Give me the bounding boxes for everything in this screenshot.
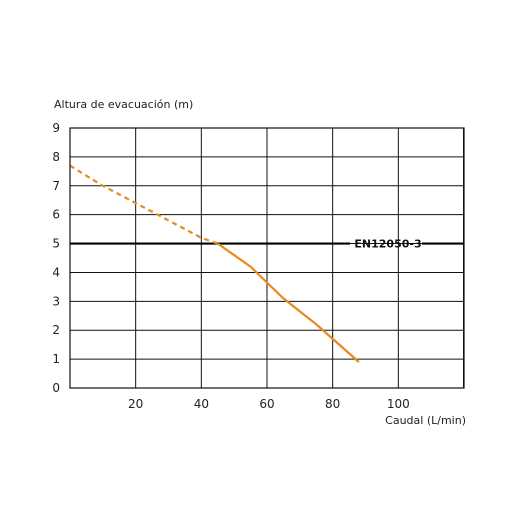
- x-axis-title: Caudal (L/min): [385, 414, 466, 427]
- x-tick-labels: 20 40 60 80 100: [128, 397, 410, 411]
- y-tick-label: 5: [52, 237, 60, 251]
- plot-frame: [69, 127, 465, 389]
- y-axis-title: Altura de evacuación (m): [54, 98, 193, 111]
- y-tick-label: 8: [52, 150, 60, 164]
- x-tick-label: 100: [387, 397, 410, 411]
- y-tick-label: 2: [52, 323, 60, 337]
- y-tick-labels: 0 1 2 3 4 5 6 7 8 9: [52, 121, 60, 395]
- curve-solid-segment: [217, 242, 360, 363]
- x-tick-label: 20: [128, 397, 143, 411]
- y-tick-label: 9: [52, 121, 60, 135]
- curve-dashed-segment: [69, 164, 219, 245]
- reference-line-label: EN12050-3: [354, 238, 421, 251]
- y-tick-label: 4: [52, 265, 60, 279]
- y-tick-label: 0: [52, 381, 60, 395]
- x-tick-label: 60: [259, 397, 274, 411]
- x-tick-label: 80: [325, 397, 340, 411]
- reference-line-group: EN12050-3: [70, 238, 464, 251]
- y-tick-label: 6: [52, 208, 60, 222]
- x-tick-label: 40: [194, 397, 209, 411]
- y-tick-label: 1: [52, 352, 60, 366]
- curve-group: [69, 164, 360, 363]
- y-tick-label: 3: [52, 294, 60, 308]
- y-tick-label: 7: [52, 179, 60, 193]
- grid: [70, 128, 464, 388]
